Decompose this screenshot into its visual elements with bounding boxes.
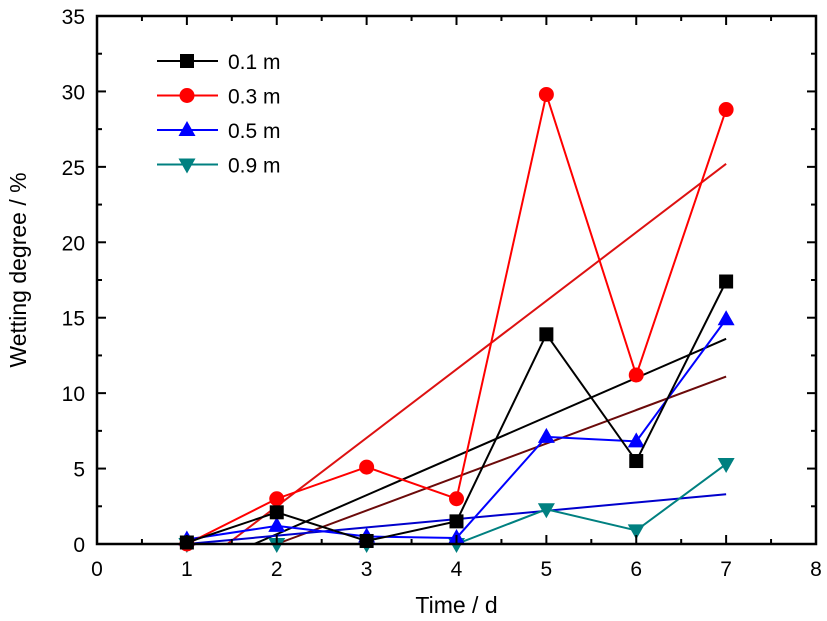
y-tick-label: 0 — [73, 534, 85, 557]
x-tick-label: 4 — [451, 558, 463, 581]
fit-line — [253, 337, 727, 545]
x-tick-label: 0 — [91, 558, 103, 581]
y-tick-label: 25 — [62, 157, 85, 180]
x-tick-label: 8 — [810, 558, 822, 581]
x-tick-label: 6 — [630, 558, 642, 581]
y-tick-label: 35 — [62, 6, 85, 29]
marker-square — [719, 274, 734, 289]
marker-square — [269, 505, 284, 520]
marker-circle — [449, 491, 464, 507]
marker-circle — [538, 86, 554, 102]
fit-line — [276, 375, 727, 545]
x-axis: 0 1 2 3 4 5 6 7 8 — [91, 16, 822, 581]
y-axis-title: Wetting degree / % — [5, 172, 31, 367]
y-tick-label: 15 — [62, 308, 85, 331]
x-tick-label: 3 — [361, 558, 373, 581]
marker-triangle-down — [627, 524, 645, 540]
legend-label: 0.1 m — [228, 51, 281, 74]
marker-square — [180, 54, 194, 68]
x-axis-title: Time / d — [415, 592, 497, 618]
marker-triangle-down — [717, 458, 735, 474]
marker-square — [449, 514, 464, 529]
marker-circle — [179, 88, 195, 103]
series-0-1-m — [179, 274, 734, 550]
legend: 0.1 m 0.3 m 0.5 m 0.9 m — [157, 51, 281, 178]
x-tick-label: 7 — [720, 558, 732, 581]
marker-triangle-down — [268, 538, 286, 553]
marker-square — [539, 327, 554, 342]
marker-triangle-up — [537, 427, 555, 443]
marker-triangle-up — [627, 432, 645, 448]
x-tick-label: 5 — [541, 558, 553, 581]
legend-label: 0.5 m — [228, 120, 281, 143]
marker-circle — [628, 367, 644, 383]
series-line — [186, 318, 727, 541]
marker-triangle-up — [268, 516, 286, 532]
y-tick-label: 30 — [62, 81, 85, 104]
marker-triangle-up — [178, 121, 196, 136]
y-tick-label: 20 — [62, 232, 85, 255]
x-tick-label: 2 — [271, 558, 283, 581]
marker-triangle-down — [537, 503, 555, 519]
legend-item: 0.5 m — [157, 120, 281, 143]
marker-triangle-up — [717, 310, 735, 326]
legend-item: 0.9 m — [157, 155, 281, 178]
marker-circle — [359, 459, 375, 475]
y-tick-label: 5 — [73, 459, 85, 482]
legend-label: 0.3 m — [228, 86, 281, 109]
legend-item: 0.1 m — [157, 51, 281, 74]
y-axis: 0 5 10 15 20 25 30 35 — [62, 6, 816, 557]
x-tick-label: 1 — [181, 558, 193, 581]
marker-triangle-down — [178, 158, 196, 174]
marker-circle — [269, 491, 285, 507]
data-series — [178, 86, 735, 553]
marker-circle — [718, 102, 734, 118]
legend-label: 0.9 m — [228, 155, 281, 178]
y-tick-label: 10 — [62, 383, 85, 406]
marker-square — [629, 454, 644, 469]
legend-item: 0.3 m — [157, 86, 281, 109]
fit-lines — [186, 163, 727, 545]
series-0-5-m — [178, 310, 735, 546]
fit-line — [226, 163, 727, 545]
